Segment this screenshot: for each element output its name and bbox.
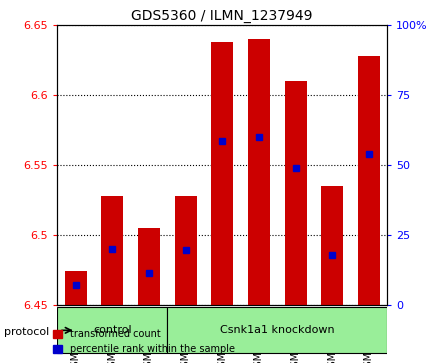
Bar bbox=[65, 272, 87, 305]
Bar bbox=[101, 196, 123, 305]
Bar bbox=[211, 42, 233, 305]
Bar bbox=[138, 228, 160, 305]
Bar bbox=[285, 81, 307, 305]
Bar bbox=[321, 186, 343, 305]
Text: protocol: protocol bbox=[4, 327, 50, 337]
Bar bbox=[358, 56, 380, 305]
Bar bbox=[175, 196, 197, 305]
FancyBboxPatch shape bbox=[167, 307, 387, 353]
Bar bbox=[248, 39, 270, 305]
Text: control: control bbox=[93, 325, 132, 335]
Text: Csnk1a1 knockdown: Csnk1a1 knockdown bbox=[220, 325, 334, 335]
Legend: transformed count, percentile rank within the sample: transformed count, percentile rank withi… bbox=[49, 326, 239, 358]
Title: GDS5360 / ILMN_1237949: GDS5360 / ILMN_1237949 bbox=[132, 9, 313, 23]
FancyBboxPatch shape bbox=[57, 307, 167, 353]
